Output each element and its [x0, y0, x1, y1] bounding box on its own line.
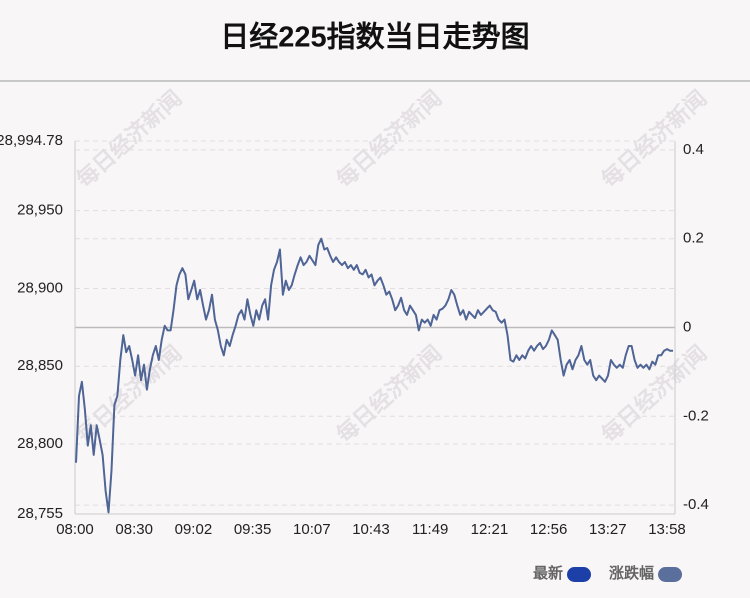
y2-tick-label: -0.2 — [683, 407, 709, 424]
y-tick-label: 28,994.78 — [0, 132, 63, 149]
y2-tick-label: -0.4 — [683, 496, 709, 513]
y-tick-label: 28,850 — [17, 357, 63, 374]
y-tick-label: 28,800 — [17, 435, 63, 452]
x-tick-label: 12:56 — [530, 521, 568, 538]
legend-label: 涨跌幅 — [609, 564, 654, 582]
x-tick-label: 10:43 — [352, 521, 390, 538]
legend-swatch — [658, 567, 683, 582]
y2-tick-label: 0.2 — [683, 230, 704, 247]
x-tick-label: 11:49 — [412, 521, 448, 538]
y2-tick-label: 0 — [683, 318, 691, 335]
chart-title: 日经225指数当日走势图 — [220, 20, 529, 54]
legend-label: 最新 — [533, 564, 563, 582]
x-tick-label: 08:30 — [115, 521, 153, 538]
x-tick-label: 10:07 — [293, 521, 331, 538]
y-tick-label: 28,950 — [17, 202, 63, 219]
y-tick-label: 28,755 — [17, 505, 63, 522]
y-tick-label: 28,900 — [17, 279, 63, 296]
legend-swatch — [567, 567, 592, 582]
x-tick-label: 13:58 — [648, 521, 686, 538]
x-tick-label: 08:00 — [56, 521, 94, 538]
x-tick-label: 09:35 — [234, 521, 272, 538]
x-tick-label: 09:02 — [175, 521, 213, 538]
x-tick-label: 12:21 — [471, 521, 509, 538]
x-tick-label: 13:27 — [589, 521, 627, 538]
y2-tick-label: 0.4 — [683, 141, 704, 158]
price-line — [75, 237, 673, 514]
